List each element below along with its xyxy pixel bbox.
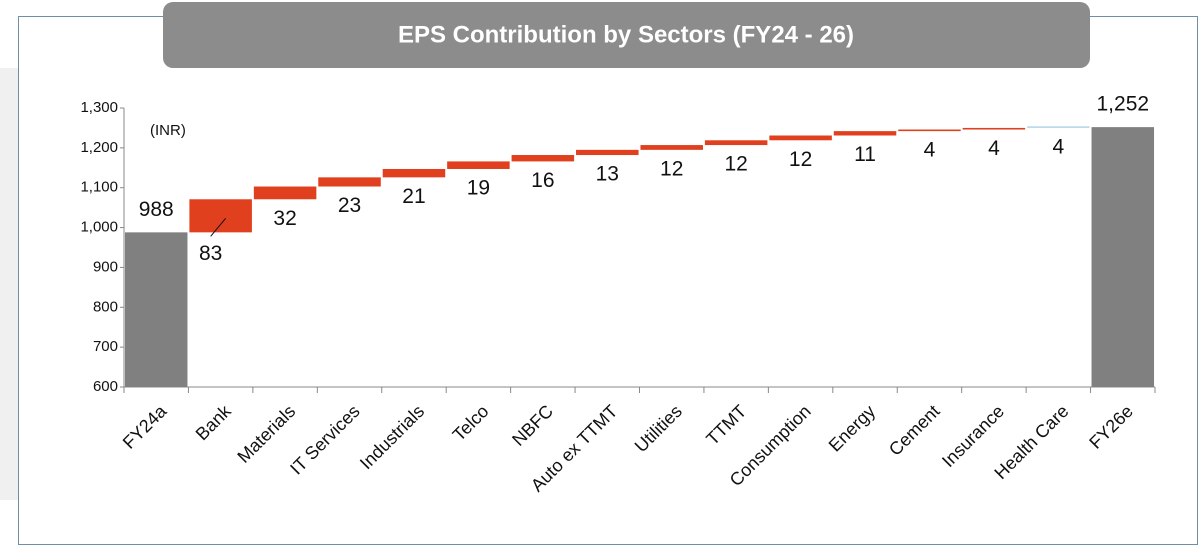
value-label: 16 xyxy=(531,169,554,192)
y-tick-label: 900 xyxy=(93,258,118,275)
bar xyxy=(447,161,510,169)
y-tick-label: 1,200 xyxy=(80,139,118,156)
side-panel xyxy=(0,68,18,500)
value-label: 4 xyxy=(1053,135,1065,158)
value-label: 32 xyxy=(273,207,296,230)
chart-frame xyxy=(18,16,1198,545)
value-label: 23 xyxy=(338,194,361,217)
y-tick-label: 600 xyxy=(93,378,118,395)
unit-annotation: (INR) xyxy=(150,122,186,139)
y-tick-label: 800 xyxy=(93,298,118,315)
value-label: 13 xyxy=(596,163,619,186)
chart-title: EPS Contribution by Sectors (FY24 - 26) xyxy=(398,21,854,48)
value-label: 4 xyxy=(988,137,1000,160)
bar xyxy=(898,129,961,132)
bar xyxy=(1091,127,1155,387)
bar xyxy=(124,232,188,387)
y-tick-label: 1,100 xyxy=(80,179,118,196)
value-label: 4 xyxy=(924,139,936,162)
bar xyxy=(253,186,317,200)
value-label: 11 xyxy=(854,143,876,166)
y-tick-label: 1,000 xyxy=(80,219,118,236)
value-label: 12 xyxy=(660,157,683,180)
bar xyxy=(382,168,446,178)
y-tick-label: 700 xyxy=(93,338,118,355)
bar xyxy=(833,131,897,136)
y-tick-label: 1,300 xyxy=(80,99,118,116)
bar xyxy=(962,127,1026,130)
value-label: 12 xyxy=(789,148,812,171)
bar xyxy=(704,140,768,146)
value-label: 21 xyxy=(402,185,425,208)
leader-line xyxy=(210,218,227,237)
bar xyxy=(189,199,252,233)
value-label: 83 xyxy=(199,242,222,265)
title-box xyxy=(163,2,1090,68)
bar xyxy=(576,149,639,156)
bar xyxy=(1027,126,1090,128)
value-label: 19 xyxy=(467,177,490,200)
value-label: 1,252 xyxy=(1097,93,1150,116)
bar xyxy=(769,135,832,141)
bar xyxy=(511,155,575,162)
value-label: 12 xyxy=(724,153,747,176)
bar xyxy=(640,145,703,150)
bar xyxy=(318,177,381,187)
value-label: 988 xyxy=(139,198,174,221)
